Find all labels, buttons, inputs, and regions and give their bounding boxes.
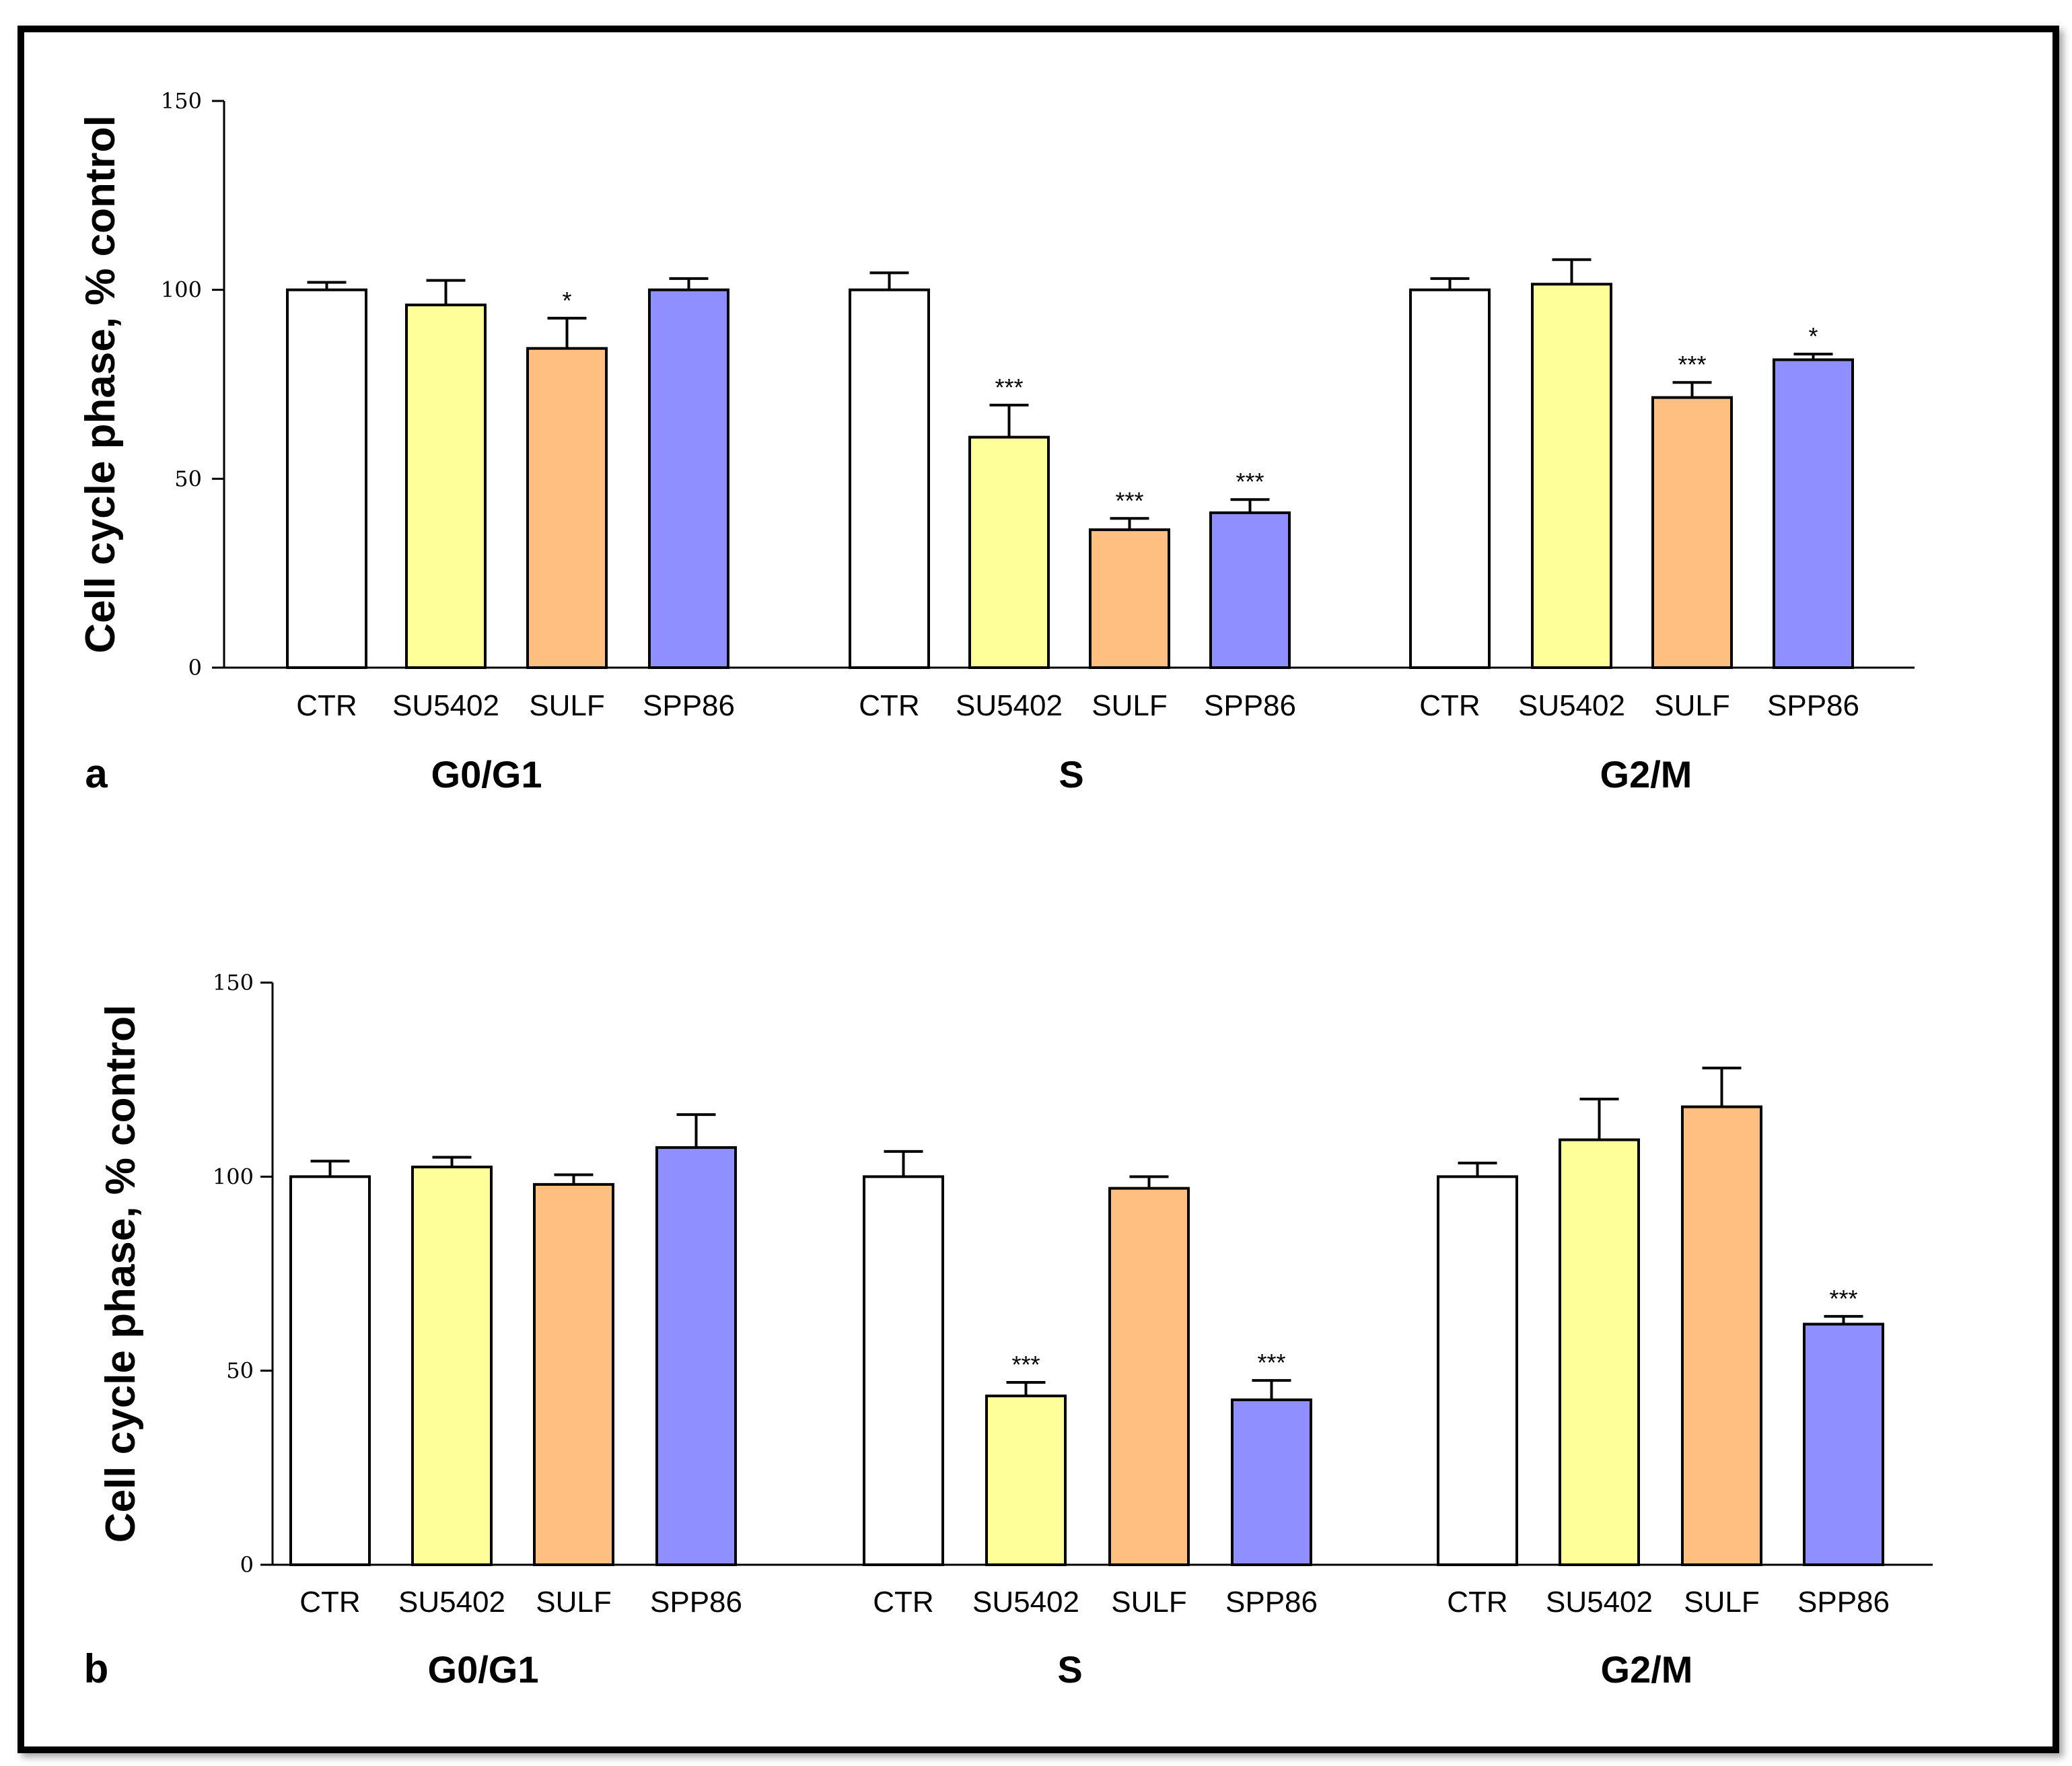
panel-b-category-label: SU5402 — [398, 1586, 505, 1619]
panel-b-category-label: CTR — [1447, 1586, 1507, 1619]
panel-a-category-label: SU5402 — [1518, 689, 1625, 722]
panel-b-group-label: G2/M — [1601, 1648, 1693, 1691]
panel-a-group-label: G0/G1 — [431, 753, 542, 796]
panel-b-category-label: CTR — [299, 1586, 360, 1619]
panel-b-bar-s-spp86 — [1231, 1398, 1312, 1567]
panel-b-y-tick-label: 150 — [213, 970, 254, 995]
panel-b-category-label: SPP86 — [1225, 1586, 1318, 1619]
panel-a-significance-g2m-spp86: * — [1808, 322, 1818, 350]
panel-b-significance-s-spp86: *** — [1257, 1349, 1285, 1376]
panel-a-category-label: SULF — [529, 689, 604, 722]
panel-b-significance-s-su5402: *** — [1011, 1351, 1040, 1378]
panel-a-bar-g2m-su5402 — [1531, 283, 1612, 670]
panel-a-category-label: CTR — [859, 689, 919, 722]
panel-a-chart: 0 50 100 150 Cell cycle phase, % control a CTR… — [77, 88, 1915, 796]
panel-b-bar-g2m-ctr — [1437, 1175, 1518, 1567]
panel-a-bar-g2m-ctr — [1409, 288, 1491, 669]
panel-a-bar-s-ctr — [849, 288, 930, 669]
panel-a-y-tick-label: 100 — [161, 277, 202, 303]
panel-b-bar-s-sulf — [1108, 1187, 1190, 1566]
panel-b-bar-s-su5402 — [985, 1394, 1067, 1566]
panel-b-bar-g2m-su5402 — [1559, 1138, 1640, 1567]
panel-b-y-axis-label: Cell cycle phase, % control — [98, 1005, 144, 1543]
panel-a-category-label: SPP86 — [1767, 689, 1859, 722]
panel-a-label: a — [85, 751, 108, 796]
panel-a-y-tick-label: 50 — [174, 466, 202, 491]
panel-b-bar-s-ctr — [863, 1175, 944, 1567]
panel-b-category-label: SULF — [1111, 1586, 1186, 1619]
panel-a-category-label: SU5402 — [392, 689, 499, 722]
panel-b-label: b — [84, 1646, 109, 1691]
panel-b-category-label: SPP86 — [1797, 1586, 1890, 1619]
panel-a-bar-s-su5402 — [968, 435, 1050, 669]
panel-a-category-label: SULF — [1654, 689, 1729, 722]
panel-a-bar-g0g1-su5402 — [405, 304, 487, 669]
panel-a-y-tick-label: 0 — [188, 655, 202, 680]
panel-b-significance-g2m-spp86: *** — [1829, 1285, 1857, 1312]
panel-a-category-label: CTR — [296, 689, 357, 722]
panel-a-y-axis-label: Cell cycle phase, % control — [77, 115, 124, 653]
panel-a-category-label: SU5402 — [956, 689, 1063, 722]
panel-a-significance-s-spp86: *** — [1236, 468, 1264, 495]
panel-b-y-tick-label: 100 — [213, 1164, 254, 1189]
panel-b-chart: 0 50 100 150 Cell cycle phase, % control b CTR… — [84, 970, 1933, 1691]
panel-b-bar-g2m-sulf — [1681, 1105, 1762, 1566]
panel-a-bar-s-spp86 — [1209, 511, 1291, 669]
panel-b-group-label: S — [1057, 1648, 1082, 1691]
panel-b-bar-g0g1-ctr — [289, 1175, 371, 1567]
panel-a-significance-g2m-sulf: *** — [1678, 351, 1706, 378]
panel-b-y-tick-label: 0 — [240, 1552, 254, 1578]
panel-a-y-tick-label: 150 — [161, 88, 202, 114]
panel-b-category-label: SU5402 — [1546, 1586, 1653, 1619]
panel-a-group-label: G2/M — [1600, 753, 1692, 796]
panel-b-group-label: G0/G1 — [428, 1648, 539, 1691]
panel-b-bar-g0g1-spp86 — [655, 1146, 737, 1567]
panel-a-category-label: SPP86 — [643, 689, 735, 722]
panel-b-category-label: SPP86 — [650, 1586, 742, 1619]
panel-b-category-label: CTR — [873, 1586, 933, 1619]
panel-b-bar-g0g1-su5402 — [411, 1165, 493, 1566]
panel-a-significance-g0g1-sulf: * — [562, 287, 571, 314]
panel-a-bar-g0g1-sulf — [526, 347, 608, 669]
panel-a-bar-g0g1-spp86 — [648, 288, 729, 669]
panel-a-category-label: CTR — [1419, 689, 1480, 722]
panel-b-category-label: SULF — [1684, 1586, 1759, 1619]
panel-b-bar-g2m-spp86 — [1803, 1322, 1884, 1566]
panel-a-group-label: S — [1059, 753, 1083, 796]
panel-b-bar-g0g1-sulf — [533, 1182, 614, 1567]
panel-a-category-label: SPP86 — [1204, 689, 1296, 722]
panel-a-significance-s-sulf: *** — [1115, 487, 1143, 514]
panel-b-category-label: SULF — [536, 1586, 611, 1619]
panel-b-y-tick-label: 50 — [226, 1358, 254, 1384]
panel-a-bar-s-sulf — [1089, 528, 1170, 670]
panel-a-bar-g2m-sulf — [1651, 396, 1733, 669]
panel-a-category-label: SULF — [1092, 689, 1167, 722]
panel-b-category-label: SU5402 — [972, 1586, 1079, 1619]
panel-a-bar-g2m-spp86 — [1773, 358, 1854, 669]
panel-a-significance-s-su5402: *** — [995, 374, 1023, 401]
panel-a-bar-g0g1-ctr — [286, 288, 367, 669]
